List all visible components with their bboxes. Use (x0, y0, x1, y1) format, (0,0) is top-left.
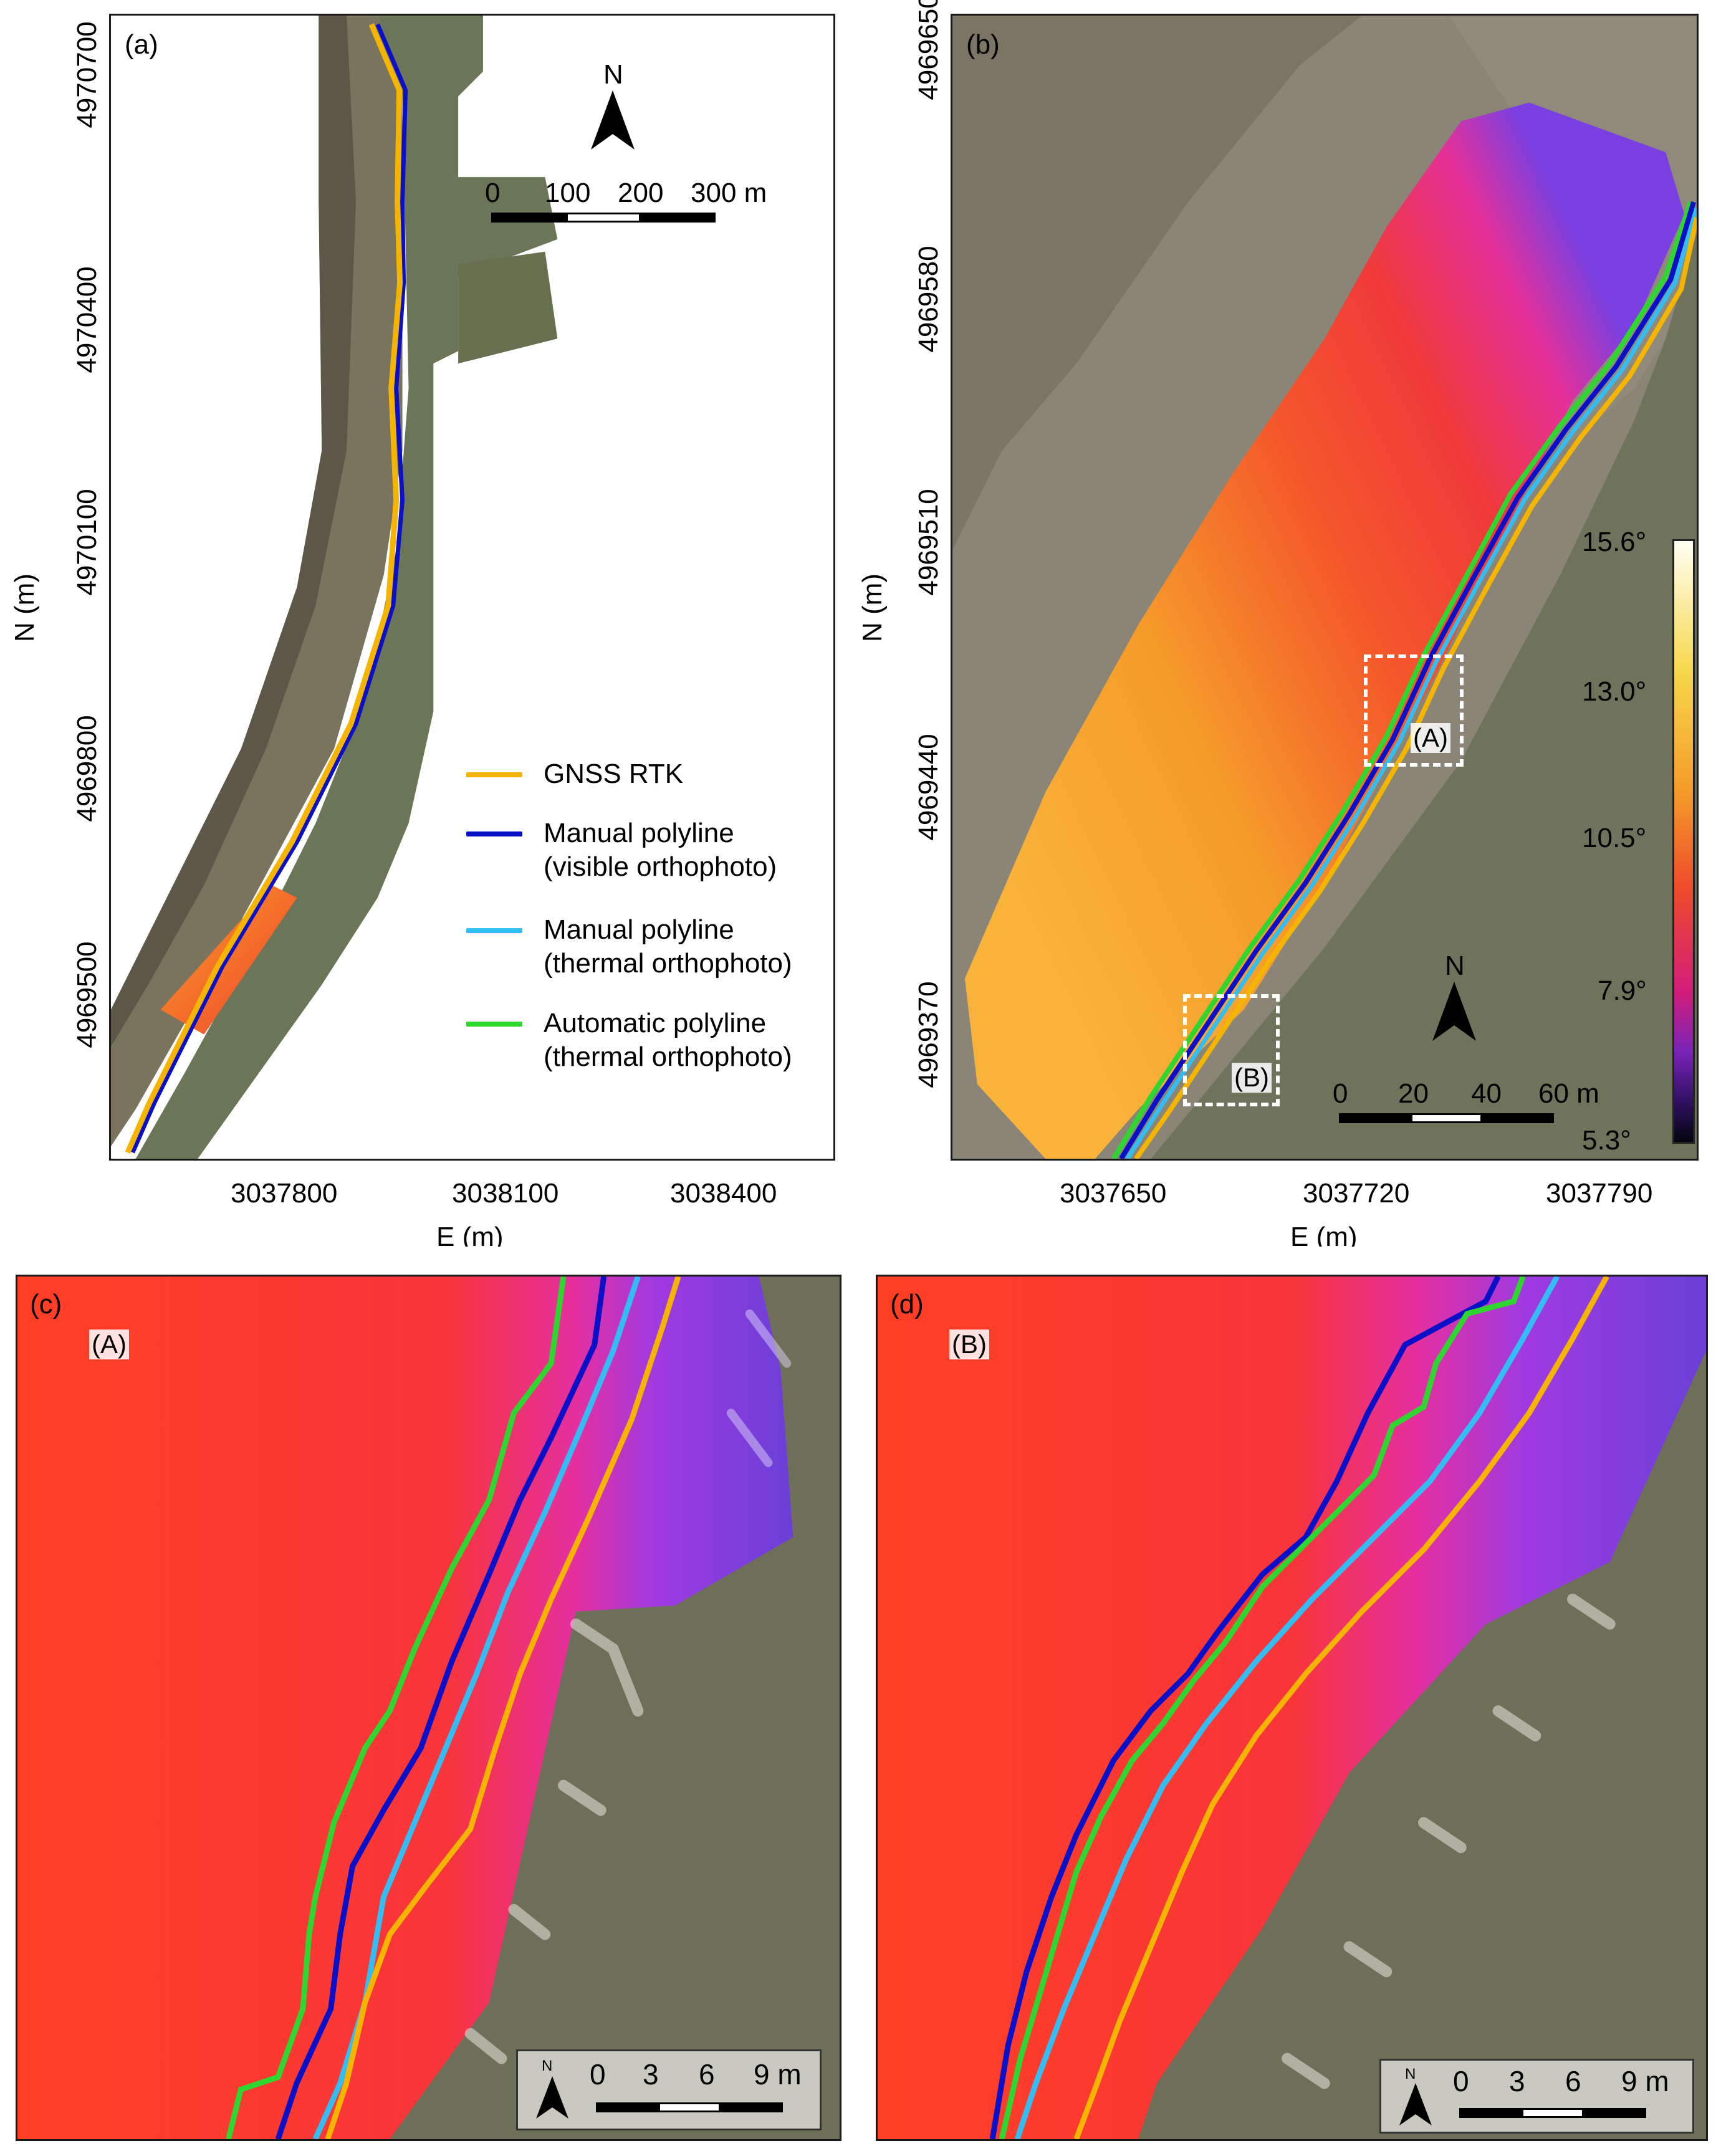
north-arrow-icon (1432, 982, 1476, 1041)
scalebar-b: 0 20 40 60 m (1333, 1078, 1601, 1147)
thermal-patch-b (964, 102, 1685, 1159)
manual-visible-line-d (989, 1277, 1501, 2139)
gnss-line-c (325, 1277, 681, 2139)
y-tick-b: 4969510 (913, 489, 944, 596)
sea-strip (135, 16, 558, 1159)
north-label-c: N (542, 2058, 553, 2074)
y-tick-a: 4970100 (72, 489, 102, 596)
legend-swatch (466, 772, 522, 777)
inset-box-B (1183, 994, 1280, 1106)
automatic-line-c (226, 1277, 567, 2139)
north-arrow-a: N (585, 59, 641, 153)
x-tick-b: 3037720 (1303, 1178, 1410, 1209)
map-frame-a: (a) N 0 100 200 300 m GNSS RTK (109, 14, 835, 1161)
x-axis-title-a: E (m) (436, 1222, 504, 1247)
y-tick-a: 4969500 (72, 941, 102, 1048)
zoom-orthophoto-d (878, 1277, 1706, 2139)
panel-label-d: (d) (890, 1289, 924, 1320)
zoom-tag-A: (A) (89, 1330, 129, 1359)
dune-vegetation-b (952, 16, 1362, 550)
map-frame-b: (b) (A) (B) N 0 20 40 60 m 15.6° 13.0° 1… (951, 14, 1699, 1161)
panel-d: (d) (B) N 0 3 6 9 m (876, 1275, 1708, 2141)
panel-label-b: (b) (966, 29, 1000, 60)
panel-c: (c) (A) N 0 3 6 9 m (16, 1275, 841, 2141)
inset-label-B: (B) (1232, 1063, 1272, 1093)
y-axis-title-b: N (m) (860, 573, 888, 642)
zoom-orthophoto-c (17, 1277, 840, 2139)
x-tick-a: 3037800 (231, 1178, 338, 1209)
y-axis-title-a: N (m) (9, 573, 40, 642)
north-arrow-icon (536, 2076, 568, 2119)
legend-item-automatic: Automatic polyline (thermal orthophoto) (466, 1007, 792, 1074)
scalebar-box-c: N 0 3 6 9 m (516, 2049, 822, 2130)
y-tick-a: 4969800 (72, 715, 102, 822)
y-tick-b: 4969440 (913, 734, 944, 841)
automatic-line-b (1111, 201, 1693, 1159)
sea-b (1151, 232, 1697, 1159)
gnss-line-d (1073, 1277, 1609, 2139)
manual-visible-line-c (275, 1277, 607, 2139)
colorbar-label: 7.9° (1598, 975, 1647, 1006)
inset-box-A (1364, 654, 1464, 767)
north-arrow-icon (591, 90, 635, 150)
north-label-a: N (603, 59, 623, 90)
y-tick-a: 4970700 (72, 21, 102, 128)
manual-thermal-line-b (1125, 208, 1697, 1159)
legend-swatch (466, 831, 522, 836)
panel-label-c: (c) (30, 1289, 62, 1320)
automatic-line-d (999, 1277, 1526, 2139)
x-axis-title-b: E (m) (1290, 1222, 1358, 1247)
orthophoto-b (952, 16, 1697, 1159)
x-tick-b: 3037790 (1546, 1178, 1653, 1209)
legend-item-gnss: GNSS RTK (466, 757, 683, 791)
x-tick-a: 3038100 (452, 1178, 559, 1209)
inset-label-A: (A) (1411, 723, 1450, 753)
scalebar-a: 0 100 200 300 m (485, 178, 767, 246)
colorbar-label: 15.6° (1582, 527, 1647, 557)
y-tick-b: 4969580 (913, 246, 944, 353)
panel-label-a: (a) (125, 29, 158, 60)
north-arrow-icon (1399, 2083, 1432, 2125)
north-label-b: N (1445, 951, 1465, 981)
legend-a: GNSS RTK Manual polyline (visible orthop… (466, 757, 828, 1131)
panel-b: (b) (A) (B) N 0 20 40 60 m 15.6° 13.0° 1… (860, 0, 1721, 1247)
legend-item-manual-visible: Manual polyline (visible orthophoto) (466, 817, 777, 884)
manual-visible-line-a (130, 23, 408, 1154)
gnss-line-a (125, 23, 403, 1154)
y-tick-b: 4969370 (913, 981, 944, 1088)
x-tick-a: 3038400 (670, 1178, 777, 1209)
zoom-tag-B: (B) (949, 1330, 989, 1359)
colorbar (1672, 539, 1695, 1144)
y-tick-b: 4969650 (913, 0, 944, 100)
north-arrow-b: N (1426, 951, 1482, 1044)
thermal-patch-d (878, 1277, 1706, 2139)
legend-swatch (466, 928, 522, 933)
y-tick-a: 4970400 (72, 266, 102, 373)
colorbar-label: 5.3° (1582, 1125, 1631, 1156)
colorbar-label: 10.5° (1582, 823, 1647, 853)
colorbar-label: 13.0° (1582, 676, 1647, 707)
panel-a: (a) N 0 100 200 300 m GNSS RTK (0, 0, 860, 1247)
orthophoto-a (111, 16, 558, 1159)
gnss-line-b (1134, 217, 1697, 1159)
scalebar-box-d: N 0 3 6 9 m (1379, 2059, 1694, 2134)
x-tick-b: 3037650 (1060, 1178, 1167, 1209)
legend-swatch (466, 1022, 522, 1027)
dune-vegetation (111, 16, 356, 1047)
north-label-d: N (1405, 2066, 1416, 2082)
legend-item-manual-thermal: Manual polyline (thermal orthophoto) (466, 913, 792, 980)
manual-visible-line-b (1119, 201, 1696, 1159)
manual-thermal-line-d (1014, 1277, 1560, 2139)
